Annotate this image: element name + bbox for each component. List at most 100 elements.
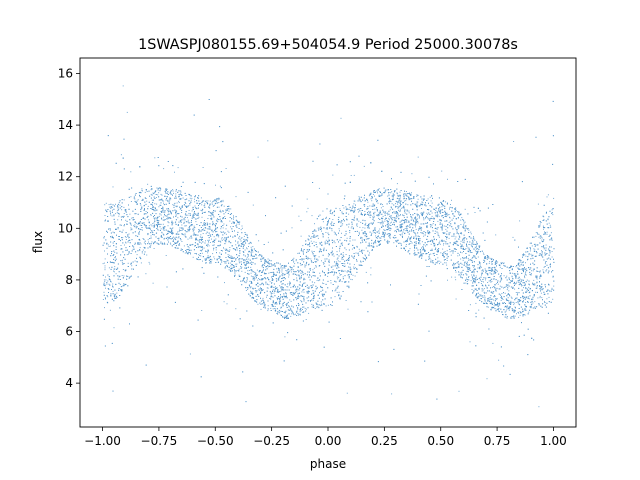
data-point	[207, 200, 209, 202]
data-point	[236, 223, 238, 225]
data-point	[353, 174, 355, 176]
data-point	[225, 266, 227, 268]
data-point	[148, 241, 149, 243]
data-point	[468, 249, 470, 251]
data-point	[160, 204, 162, 206]
data-point	[358, 231, 360, 233]
data-point	[246, 247, 247, 249]
data-point	[389, 227, 391, 229]
data-point	[474, 246, 476, 248]
data-point	[162, 223, 164, 225]
data-point	[203, 247, 205, 249]
data-point	[220, 241, 222, 243]
data-point	[176, 210, 178, 212]
data-point	[416, 218, 418, 220]
data-point	[292, 269, 294, 271]
data-point	[350, 278, 352, 280]
data-point	[162, 208, 164, 210]
data-point	[243, 262, 245, 264]
data-point	[499, 310, 500, 312]
data-point	[422, 223, 424, 225]
data-point	[506, 308, 508, 310]
data-point	[306, 198, 308, 200]
data-point	[483, 270, 484, 272]
data-point	[391, 203, 393, 205]
data-point	[172, 189, 174, 191]
data-point	[339, 230, 340, 232]
data-point	[238, 268, 240, 270]
data-point	[185, 203, 187, 204]
data-point	[484, 268, 486, 270]
data-point	[112, 283, 114, 285]
data-point	[396, 239, 398, 241]
data-point	[515, 302, 517, 303]
data-point	[465, 248, 467, 250]
data-point	[541, 251, 543, 252]
data-point	[463, 242, 465, 244]
data-point	[308, 235, 310, 237]
data-point	[447, 202, 448, 204]
data-point	[415, 228, 417, 230]
data-point	[311, 306, 313, 308]
data-point	[147, 239, 149, 241]
data-point	[150, 235, 152, 237]
data-point	[216, 220, 218, 222]
data-point	[501, 293, 503, 294]
data-point	[135, 213, 137, 215]
data-point	[470, 233, 472, 235]
data-point	[288, 276, 290, 278]
data-point	[314, 308, 316, 309]
data-point	[498, 310, 500, 312]
data-point	[302, 245, 304, 247]
data-point	[262, 297, 264, 299]
data-point	[497, 270, 498, 272]
data-point	[299, 311, 301, 313]
data-point	[427, 217, 429, 219]
data-point	[508, 290, 510, 292]
data-point	[299, 296, 301, 298]
data-point	[335, 287, 337, 289]
data-point	[430, 259, 432, 261]
data-point	[216, 231, 218, 232]
data-point	[420, 229, 422, 231]
data-point	[451, 250, 453, 252]
data-point	[474, 239, 476, 241]
data-point	[421, 198, 423, 200]
data-point	[215, 184, 216, 186]
data-point	[500, 297, 502, 298]
data-point	[346, 392, 348, 394]
data-point	[492, 278, 494, 280]
data-point	[436, 216, 438, 218]
data-point	[262, 257, 264, 259]
data-point	[345, 254, 347, 255]
data-point	[254, 278, 256, 280]
data-point	[410, 215, 412, 217]
data-point	[529, 242, 531, 244]
data-point	[164, 242, 165, 244]
data-point	[377, 192, 378, 194]
data-point	[485, 279, 486, 281]
data-point	[192, 228, 193, 230]
data-point	[208, 215, 210, 216]
data-point	[545, 244, 547, 246]
data-point	[146, 191, 148, 192]
data-point	[473, 236, 474, 238]
data-point	[178, 202, 180, 203]
data-point	[180, 198, 182, 200]
data-point	[382, 206, 384, 207]
data-point	[143, 222, 145, 223]
data-point	[323, 247, 325, 249]
data-point	[108, 204, 110, 206]
data-point	[262, 283, 264, 285]
data-point	[363, 249, 365, 251]
data-point	[236, 246, 238, 248]
data-point	[345, 249, 347, 251]
data-point	[207, 228, 209, 230]
data-point	[182, 227, 184, 229]
data-point	[272, 289, 274, 291]
data-point	[270, 304, 272, 306]
data-point	[416, 194, 418, 196]
data-point	[177, 231, 179, 233]
data-point	[279, 285, 281, 287]
data-point	[545, 261, 546, 263]
